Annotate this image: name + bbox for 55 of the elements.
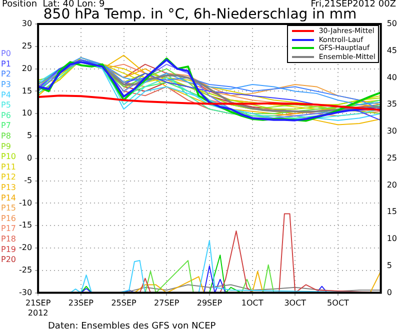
text: P8 (1, 131, 11, 140)
x-tick-label: 21SEP 2012 (25, 298, 51, 318)
x-tick-label: 29SEP (196, 298, 222, 308)
y-tick-label: 5 (26, 131, 32, 140)
y2-tick-label: 5 (386, 261, 392, 270)
y2-tick-label: 15 (386, 207, 398, 216)
text: P16 (1, 214, 16, 223)
y2-tick-label: 30 (386, 126, 398, 136)
text: P9 (1, 142, 11, 151)
text: P18 (1, 234, 16, 244)
y-tick-label: 20 (22, 64, 32, 73)
y-tick-label: -15 (18, 220, 32, 230)
text: P5 (1, 100, 11, 110)
x-tick-label: 23SEP (68, 298, 94, 308)
y-tick-label: 10 (22, 108, 32, 118)
x-tick-label: 3OCT (284, 298, 306, 308)
text: P4 (1, 90, 11, 100)
text: P6 (1, 110, 11, 120)
text: P11 (1, 162, 16, 172)
x-tick-label: 5OCT (327, 298, 350, 308)
text: P15 (1, 204, 16, 213)
y-tick-label: -25 (18, 265, 32, 274)
text: Daten: Ensembles des GFS von NCEP (48, 321, 216, 332)
y-tick-label: -20 (18, 243, 32, 252)
text: P2 (1, 70, 11, 79)
y2-tick-label: 0 (386, 288, 392, 297)
y-tick-label: 15 (22, 86, 32, 96)
text: P10 (1, 152, 16, 162)
text: P0 (1, 49, 11, 58)
y2-tick-label: 10 (386, 234, 398, 244)
y-tick-label: 25 (22, 41, 32, 50)
y-tick-label: 0 (26, 153, 32, 162)
x-tick-label: 1OCT (241, 298, 264, 308)
text: P20 (1, 255, 16, 264)
y-tick-label: 30 (22, 19, 32, 28)
text: P13 (1, 182, 16, 192)
y-tick-label: -30 (18, 288, 32, 297)
x-tick-label: 25SEP (111, 298, 136, 308)
y-tick-label: -10 (18, 198, 32, 208)
text: P12 (1, 172, 16, 182)
y2-tick-label: 20 (386, 180, 398, 190)
y2-tick-label: 45 (386, 46, 398, 55)
text: P14 (1, 193, 16, 202)
y2-tick-label: 40 (386, 72, 398, 82)
x-tick-label: 27SEP (154, 298, 180, 308)
y-tick-label: -5 (24, 176, 32, 185)
chart-title: 850 hPa Temp. in °C, 6h-Niederschlag in mm (43, 6, 357, 23)
text: P3 (1, 80, 11, 89)
text: P17 (1, 224, 16, 234)
y2-tick-label: 25 (386, 153, 398, 162)
y2-tick-label: 35 (386, 100, 398, 109)
text: P19 (1, 244, 16, 254)
y2-tick-label: 50 (386, 19, 398, 28)
text: P1 (1, 59, 11, 68)
text: P7 (1, 121, 11, 130)
